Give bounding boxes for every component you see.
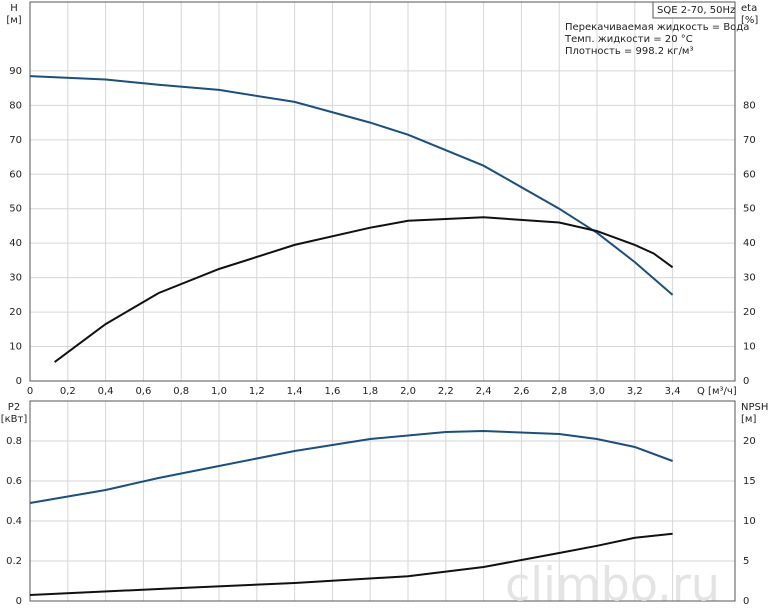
y2-tick-label: 0 — [743, 376, 749, 387]
x-tick-label: 1,6 — [324, 386, 340, 397]
y-tick-label: 10 — [9, 342, 22, 353]
y2-tick-label: 20 — [743, 307, 756, 318]
y-tick-label: 50 — [9, 204, 22, 215]
y-tick-label: 0 — [16, 596, 22, 607]
note: Плотность = 998.2 кг/м³ — [565, 46, 694, 57]
y2-tick-label: 10 — [743, 342, 756, 353]
plot-frame — [29, 400, 736, 602]
y2-tick-label: 40 — [743, 238, 756, 249]
y-tick-label: 80 — [9, 100, 22, 111]
badge: SQE 2-70, 50Hz — [657, 5, 735, 16]
y2-axis-units: [м] — [741, 414, 756, 425]
y2-tick-label: 15 — [743, 476, 756, 487]
y-axis-label: H — [10, 3, 18, 14]
curve — [29, 532, 673, 596]
y-tick-label: 0 — [16, 376, 22, 387]
y2-tick-label: 80 — [743, 100, 756, 111]
plot-frame — [29, 1, 736, 382]
x-tick-label: 2,2 — [438, 386, 454, 397]
x-tick-label: 3,4 — [665, 386, 681, 397]
x-tick-label: 1,8 — [362, 386, 378, 397]
y-tick-label: 20 — [9, 307, 22, 318]
y-tick-label: 70 — [9, 135, 22, 146]
y2-axis-label: NPSH — [741, 402, 768, 413]
x-tick-label: 0 — [27, 386, 33, 397]
y2-tick-label: 70 — [743, 135, 756, 146]
y-axis-units: [кВт] — [1, 414, 28, 425]
x-tick-label: 2,8 — [551, 386, 567, 397]
y-tick-label: 0.4 — [6, 516, 22, 527]
y2-tick-label: 0 — [743, 596, 749, 607]
x-tick-label: 1,4 — [287, 386, 303, 397]
x-axis-label: Q [м³/ч] — [697, 386, 737, 397]
y-tick-label: 0.8 — [6, 436, 22, 447]
x-tick-label: 0,6 — [135, 386, 151, 397]
y2-tick-label: 30 — [743, 273, 756, 284]
x-tick-label: 2,0 — [400, 386, 416, 397]
watermark: climbo.ru — [505, 558, 720, 611]
y-tick-label: 0.6 — [6, 476, 22, 487]
y2-axis-units: [%] — [741, 15, 758, 26]
x-tick-label: 3,0 — [589, 386, 605, 397]
x-tick-label: 0,8 — [173, 386, 189, 397]
y-tick-label: 60 — [9, 169, 22, 180]
x-tick-label: 2,4 — [476, 386, 492, 397]
curve — [29, 429, 673, 504]
curve — [29, 75, 674, 296]
y-axis-units: [м] — [6, 15, 21, 26]
x-tick-label: 1,2 — [249, 386, 265, 397]
note: Перекачиваемая жидкость = Вода — [565, 22, 749, 33]
y-axis-label: P2 — [8, 402, 20, 413]
x-tick-label: 3,2 — [627, 386, 643, 397]
x-tick-label: 2,6 — [513, 386, 529, 397]
y-tick-label: 30 — [9, 273, 22, 284]
y-tick-label: 0.2 — [6, 556, 22, 567]
y2-tick-label: 20 — [743, 436, 756, 447]
note: Темп. жидкости = 20 °C — [564, 34, 693, 45]
y-tick-label: 90 — [9, 66, 22, 77]
x-tick-label: 0,2 — [60, 386, 76, 397]
badge-box — [652, 1, 736, 19]
y-tick-label: 40 — [9, 238, 22, 249]
y2-axis-label: eta — [741, 3, 757, 14]
y2-tick-label: 60 — [743, 169, 756, 180]
y2-tick-label: 5 — [743, 556, 749, 567]
x-tick-label: 0,4 — [98, 386, 114, 397]
y2-tick-label: 10 — [743, 516, 756, 527]
y2-tick-label: 50 — [743, 204, 756, 215]
curve — [54, 216, 674, 363]
x-tick-label: 1,0 — [211, 386, 227, 397]
